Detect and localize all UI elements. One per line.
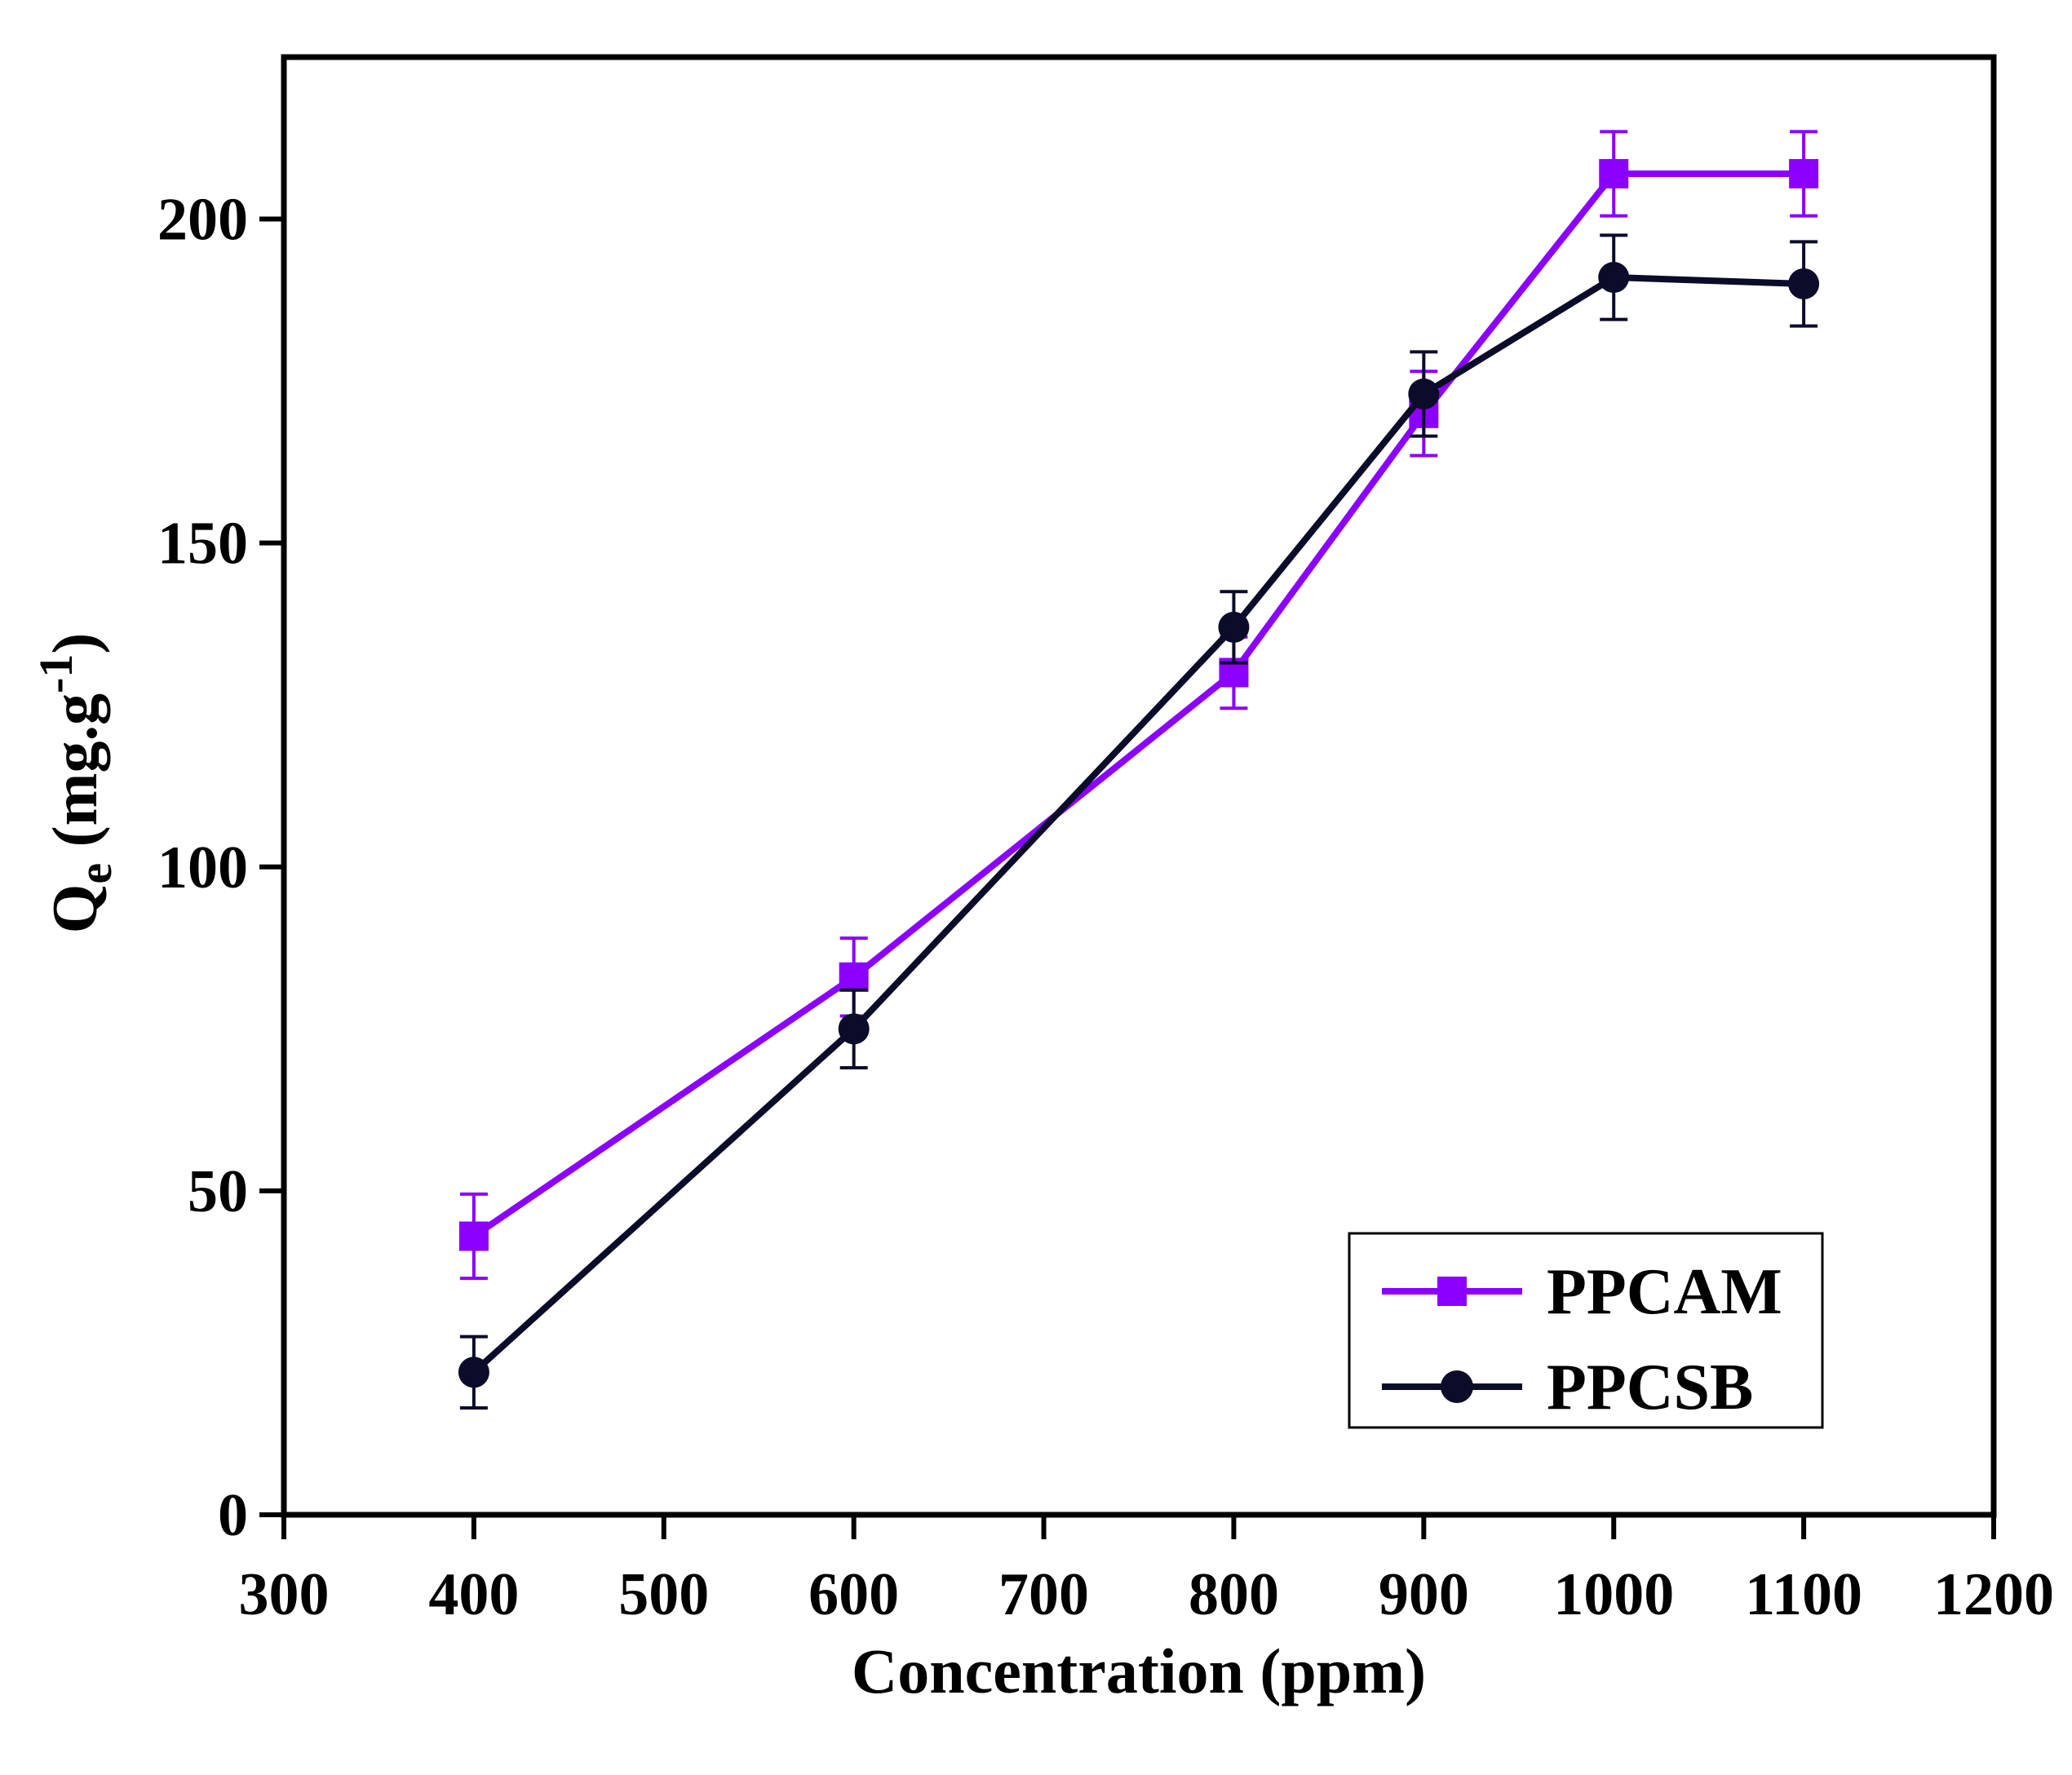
- y-axis-title-subscript: e: [69, 863, 122, 884]
- x-tick-label: 1100: [1745, 1561, 1862, 1628]
- data-point-ppcsb: [1788, 268, 1820, 299]
- x-tick-label: 1000: [1553, 1561, 1674, 1628]
- axis-ticks: 300 400 500 600 700 800 900 1000 1100 1200 0 50 100 1…: [157, 187, 2054, 1628]
- x-tick-label: 1200: [1933, 1561, 2054, 1628]
- y-tick-label: 0: [218, 1482, 248, 1549]
- y-axis-title-suffix: ): [39, 633, 110, 654]
- series-line-ppcam: [472, 170, 1804, 1239]
- data-point-ppcam: [458, 1221, 489, 1251]
- x-tick-label: 400: [428, 1561, 519, 1628]
- data-marks: [458, 130, 1820, 1410]
- plot-frame: [281, 54, 1997, 1518]
- data-point-ppcam: [1789, 158, 1819, 188]
- x-tick-label: 800: [1189, 1561, 1279, 1628]
- legend-marker-ppcsb: [1441, 1370, 1473, 1403]
- y-axis-title: Qe (mg.g-1): [29, 633, 122, 934]
- data-point-ppcsb: [838, 1013, 870, 1045]
- legend-box: [1348, 1232, 1824, 1429]
- y-tick-label: 100: [157, 834, 248, 901]
- y-tick-label: 150: [157, 511, 248, 578]
- data-point-ppcsb: [1598, 262, 1630, 294]
- data-point-ppcam: [839, 962, 869, 992]
- x-axis-title: Concentration (ppm): [852, 1636, 1426, 1706]
- series-line-ppcsb: [472, 274, 1804, 1375]
- x-tick-label: 900: [1379, 1561, 1469, 1628]
- x-tick-label: 300: [239, 1561, 330, 1628]
- y-axis-title-unit: (mg.g: [39, 693, 110, 863]
- legend-label-ppcsb: PPCSB: [1547, 1352, 1753, 1423]
- x-tick-label: 500: [618, 1561, 709, 1628]
- y-tick-label: 50: [188, 1158, 248, 1225]
- x-tick-label: 600: [808, 1561, 899, 1628]
- legend-label-ppcam: PPCAM: [1547, 1256, 1782, 1328]
- legend: PPCAM PPCSB: [1348, 1232, 1824, 1429]
- data-point-ppcsb: [1408, 378, 1440, 409]
- y-axis-title-superscript: -1: [29, 654, 82, 693]
- y-axis-title-main: Q: [39, 884, 110, 934]
- x-tick-label: 700: [998, 1561, 1089, 1628]
- data-point-ppcam: [1599, 158, 1629, 188]
- y-tick-label: 200: [157, 187, 248, 254]
- legend-marker-ppcam: [1437, 1277, 1467, 1306]
- data-point-ppcsb: [1218, 611, 1250, 643]
- data-point-ppcsb: [458, 1357, 489, 1388]
